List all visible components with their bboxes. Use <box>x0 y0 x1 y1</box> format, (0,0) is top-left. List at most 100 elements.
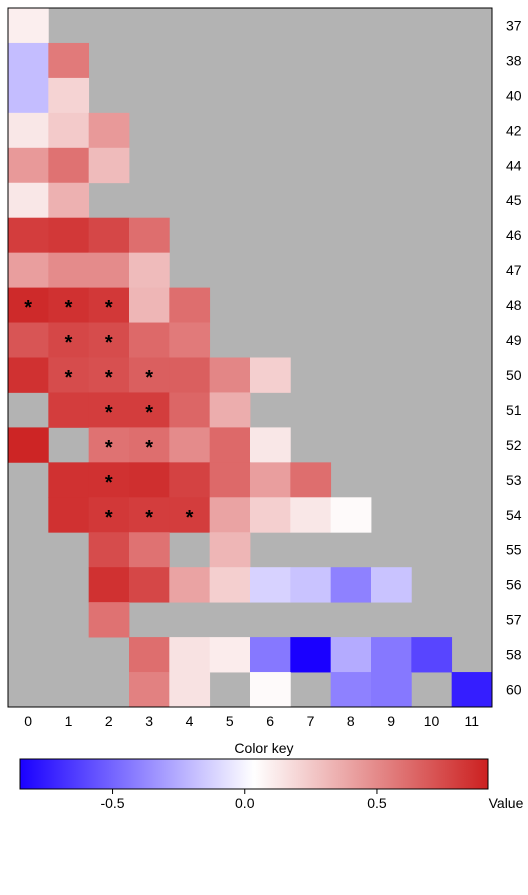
heatmap-cell-54-8 <box>330 497 372 533</box>
heatmap-cell-50-1 <box>48 357 90 393</box>
significance-marker: * <box>65 297 73 319</box>
heatmap-cell-60-9 <box>371 672 412 708</box>
heatmap-cell-50-0 <box>8 357 49 393</box>
colorbar-value-label: Value <box>489 795 524 811</box>
heatmap-cell-54-2 <box>88 497 130 533</box>
x-tick-label: 5 <box>226 713 234 729</box>
heatmap-cell-54-6 <box>250 497 291 533</box>
heatmap-cell-58-10 <box>411 637 453 673</box>
heatmap-cell-58-5 <box>209 637 251 673</box>
heatmap-cell-58-6 <box>250 637 291 673</box>
significance-markers: * * * * * * * * * * * * * * * * <box>24 297 193 529</box>
significance-marker: * <box>105 507 113 529</box>
x-axis-labels: 0 1 2 3 4 5 6 7 8 9 10 11 <box>24 713 479 729</box>
significance-marker: * <box>105 332 113 354</box>
heatmap-cell-40-0 <box>8 77 49 114</box>
heatmap-cell-60-6 <box>250 672 291 708</box>
heatmap-cell-50-5 <box>209 357 251 393</box>
x-tick-label: 9 <box>387 713 395 729</box>
heatmap-cell-38-0 <box>8 42 49 79</box>
y-tick-label: 60 <box>506 682 522 698</box>
y-tick-label: 56 <box>506 577 522 593</box>
heatmap-cell-45-1 <box>48 182 90 219</box>
heatmap-cell-60-4 <box>169 672 211 708</box>
colorbar-tick-label: 0.5 <box>367 795 387 811</box>
heatmap-cell-51-4 <box>169 392 211 428</box>
heatmap-cell-52-3 <box>129 427 170 463</box>
heatmap-cell-60-11 <box>451 672 493 708</box>
heatmap-cell-51-3 <box>129 392 170 428</box>
heatmap-cell-54-1 <box>48 497 90 533</box>
heatmap-cell-52-4 <box>169 427 211 463</box>
y-tick-label: 38 <box>506 52 522 68</box>
heatmap-cell-56-5 <box>209 567 251 603</box>
heatmap-cell-50-2 <box>88 357 130 393</box>
y-tick-label: 50 <box>506 367 522 383</box>
significance-marker: * <box>105 437 113 459</box>
heatmap-cell-51-2 <box>88 392 130 428</box>
significance-marker: * <box>145 507 153 529</box>
heatmap-cell-48-3 <box>129 287 170 323</box>
heatmap-cell-52-0 <box>8 427 49 463</box>
y-tick-label: 45 <box>506 192 522 208</box>
heatmap-cell-56-3 <box>129 567 170 603</box>
heatmap-cell-54-7 <box>290 497 332 533</box>
colorbar-title: Color key <box>234 740 293 756</box>
heatmap-cell-58-7 <box>290 637 332 673</box>
heatmap-cell-47-2 <box>88 252 130 288</box>
heatmap-cell-42-1 <box>48 112 90 149</box>
heatmap-cell-52-6 <box>250 427 291 463</box>
heatmap-cell-42-2 <box>88 112 130 149</box>
heatmap-cell-45-0 <box>8 182 49 219</box>
heatmap-cell-53-2 <box>88 462 130 498</box>
significance-marker: * <box>105 297 113 319</box>
heatmap-cell-48-0 <box>8 287 49 323</box>
y-tick-label: 37 <box>506 17 522 33</box>
heatmap-cell-55-2 <box>88 532 130 568</box>
heatmap-cell-53-4 <box>169 462 211 498</box>
heatmap-cell-49-1 <box>48 322 90 358</box>
colorbar-tick-label: 0.0 <box>235 795 255 811</box>
y-tick-label: 42 <box>506 122 522 138</box>
heatmap-cell-42-0 <box>8 112 49 149</box>
heatmap-cell-44-2 <box>88 147 130 184</box>
y-tick-label: 44 <box>506 157 522 173</box>
heatmap-cell-54-3 <box>129 497 170 533</box>
heatmap-cell-58-3 <box>129 637 170 673</box>
x-tick-label: 6 <box>266 713 274 729</box>
heatmap-cell-50-6 <box>250 357 291 393</box>
heatmap-cell-56-4 <box>169 567 211 603</box>
heatmap-cell-47-3 <box>129 252 170 288</box>
y-tick-label: 40 <box>506 87 522 103</box>
y-tick-label: 58 <box>506 647 522 663</box>
x-tick-label: 3 <box>145 713 153 729</box>
heatmap-cell-56-2 <box>88 567 130 603</box>
heatmap-cell-51-1 <box>48 392 90 428</box>
heatmap-cell-38-1 <box>48 42 90 79</box>
colorbar <box>19 758 489 790</box>
x-tick-label: 8 <box>347 713 355 729</box>
heatmap-cell-48-2 <box>88 287 130 323</box>
significance-marker: * <box>145 402 153 424</box>
significance-marker: * <box>186 507 194 529</box>
colorbar-ticks: -0.5 0.0 0.5 <box>100 789 387 811</box>
y-axis-labels: 37 38 40 42 44 45 46 47 48 49 50 51 52 53 54 55 56 57 58 60 <box>506 17 522 697</box>
significance-marker: * <box>105 402 113 424</box>
heatmap-cell-53-5 <box>209 462 251 498</box>
heatmap-cell-60-8 <box>330 672 372 708</box>
heatmap-cell-48-1 <box>48 287 90 323</box>
y-tick-label: 57 <box>506 612 522 628</box>
y-tick-label: 48 <box>506 297 522 313</box>
heatmap-cell-55-3 <box>129 532 170 568</box>
x-tick-label: 10 <box>424 713 440 729</box>
heatmap-cell-58-9 <box>371 637 412 673</box>
heatmap-cell-47-1 <box>48 252 90 288</box>
significance-marker: * <box>105 367 113 389</box>
heatmap-cell-44-1 <box>48 147 90 184</box>
heatmap-cell-56-8 <box>330 567 372 603</box>
heatmap-cell-52-2 <box>88 427 130 463</box>
heatmap-cell-52-5 <box>209 427 251 463</box>
y-tick-label: 46 <box>506 227 522 243</box>
heatmap-cell-53-1 <box>48 462 90 498</box>
